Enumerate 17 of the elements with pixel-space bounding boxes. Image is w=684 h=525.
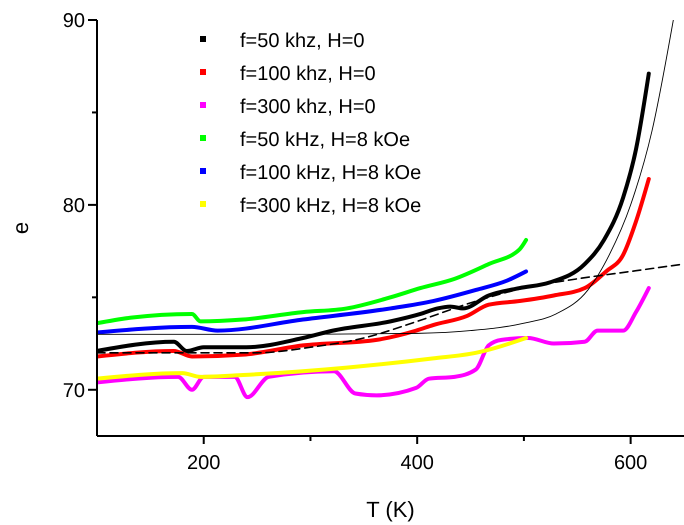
legend-label: f=300 khz, H=0	[240, 96, 376, 118]
x-tick-label: 600	[614, 452, 648, 474]
y-tick-label: 80	[62, 194, 85, 217]
line-series	[97, 336, 528, 381]
legend-label: f=100 khz, H=0	[240, 63, 376, 85]
y-tick-label: 90	[62, 10, 85, 32]
legend-label: f=100 kHz, H=8 kOe	[240, 162, 422, 184]
x-axis-title: T (K)	[366, 497, 415, 522]
legend-label: f=50 kHz, H=8 kOe	[240, 129, 410, 151]
line-series	[97, 269, 528, 334]
y-tick-label: 70	[62, 380, 85, 402]
y-axis-title: e	[8, 222, 33, 234]
line-series	[97, 238, 528, 326]
x-tick-label: 200	[187, 452, 220, 474]
legend-label: f=300 kHz, H=8 kOe	[240, 195, 422, 217]
x-tick-label: 400	[400, 452, 434, 474]
legend-label: f=50 khz, H=0	[240, 30, 365, 52]
